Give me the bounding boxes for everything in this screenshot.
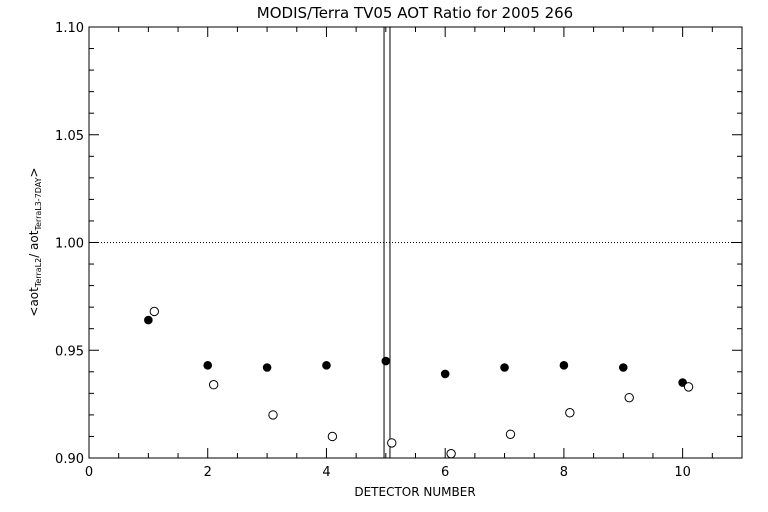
data-point-open xyxy=(208,380,219,390)
x-tick-label: 2 xyxy=(204,465,212,480)
x-tick-label: 10 xyxy=(674,465,691,480)
data-point-open xyxy=(387,438,397,448)
data-point-filled xyxy=(262,363,272,372)
data-point-filled xyxy=(203,361,213,370)
data-point-open xyxy=(683,382,694,392)
y-axis-label-sub1: TerraL2 xyxy=(34,258,43,288)
data-point-open xyxy=(565,408,575,418)
plot-area: 0 2 4 6 8 10 0.90 0.95 1.00 1.05 1.10 xyxy=(55,21,743,480)
data-point-filled xyxy=(618,363,628,372)
data-point-open xyxy=(624,392,634,403)
data-point-open xyxy=(327,431,338,442)
y-axis-label-suffix: > xyxy=(27,167,41,177)
data-point-open xyxy=(268,410,278,420)
x-tick-label: 0 xyxy=(85,465,93,480)
x-tick-label: 6 xyxy=(441,465,449,480)
y-axis-label-prefix: <aot xyxy=(27,287,41,317)
data-point-filled xyxy=(500,363,509,372)
data-point-open xyxy=(446,448,456,459)
y-axis-label-mid: / aot xyxy=(27,230,41,258)
data-point-filled xyxy=(678,378,687,387)
data-point-filled xyxy=(381,356,391,366)
x-tick-label: 4 xyxy=(322,465,330,480)
data-point-filled xyxy=(144,315,153,325)
data-point-filled xyxy=(322,361,331,370)
y-tick-label: 1.05 xyxy=(55,129,84,144)
y-tick-label: 0.90 xyxy=(55,452,84,467)
data-point-filled xyxy=(440,369,450,379)
y-tick-label: 0.95 xyxy=(55,344,84,359)
chart-title: MODIS/Terra TV05 AOT Ratio for 2005 266 xyxy=(257,4,573,22)
data-point-open xyxy=(149,306,160,317)
data-point-filled xyxy=(559,361,569,370)
y-tick-label: 1.10 xyxy=(55,21,84,36)
y-tick-label: 1.00 xyxy=(55,237,84,252)
data-point-open xyxy=(505,429,516,439)
x-axis-label: DETECTOR NUMBER xyxy=(354,485,475,499)
y-axis-label-sub2: TerraL3-7DAY xyxy=(34,177,43,231)
x-tick-label: 8 xyxy=(560,465,568,480)
y-axis-label: <aotTerraL2/ aotTerraL3-7DAY> xyxy=(27,167,43,316)
